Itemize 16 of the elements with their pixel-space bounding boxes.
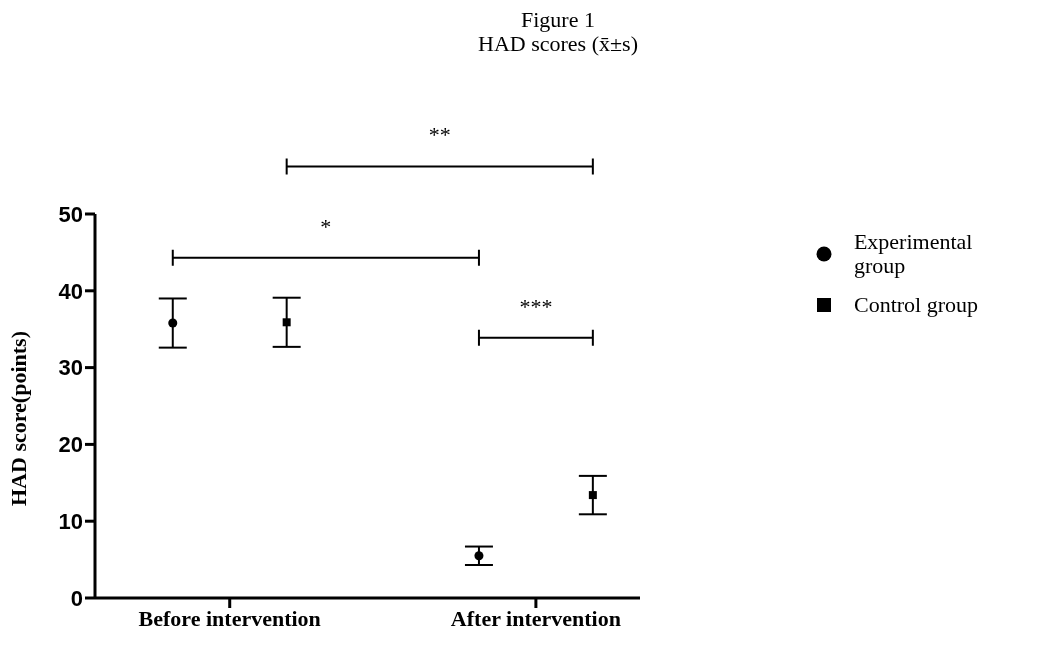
chart-title: Figure 1 [520,7,596,32]
y-tick-label: 40 [58,278,83,304]
y-axis-title: HAD score(points) [5,331,31,506]
x-tick-label: Before intervention [138,605,321,631]
y-tick-label: 50 [58,201,83,227]
y-tick-label: 20 [58,432,83,458]
annotation: *** [519,293,553,319]
legend-label: Experimental group [853,229,974,278]
y-tick-label: 0 [70,585,83,611]
x-tick-label: After intervention [450,605,621,631]
chart-subtitle: HAD scores (x̄±s) [477,31,639,56]
legend-label: Control group [854,292,979,317]
text: ** [428,122,451,148]
y-tick-label: 10 [58,509,83,535]
annotation: * [320,213,332,239]
y-tick-label: 30 [58,355,83,381]
